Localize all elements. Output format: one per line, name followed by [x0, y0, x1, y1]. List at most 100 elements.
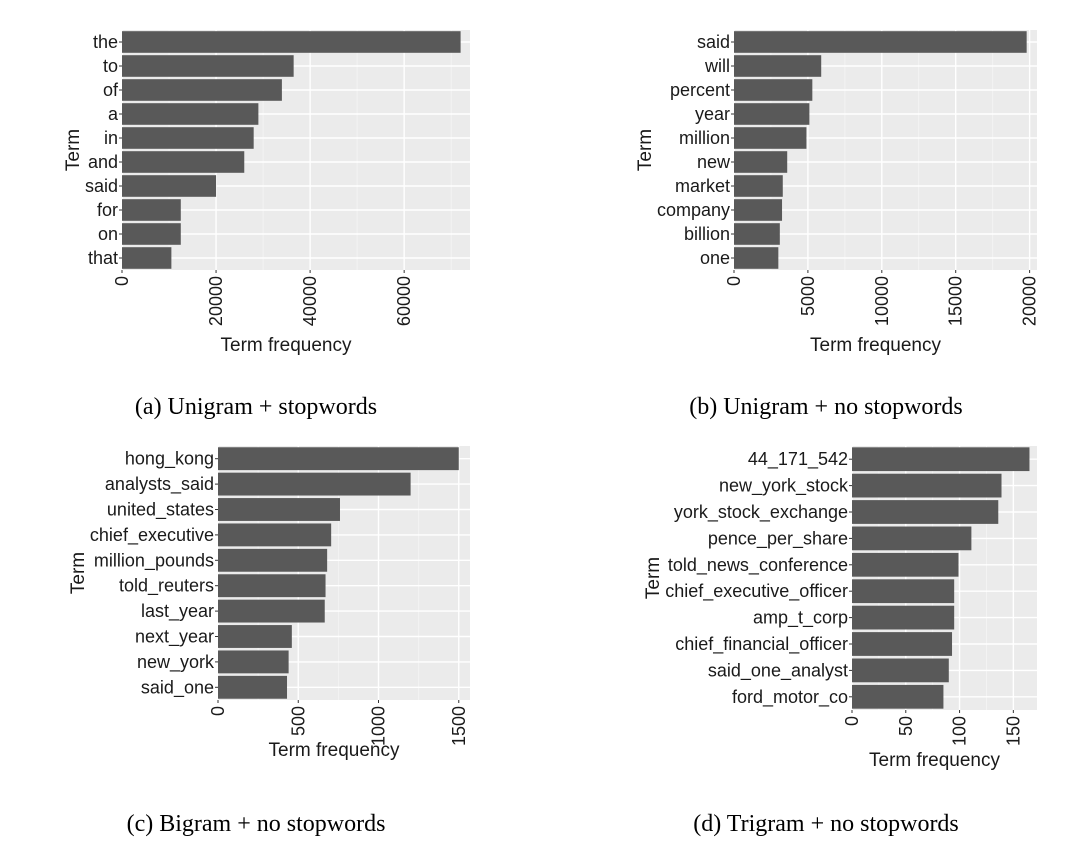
bar-chief-executive-officer: [852, 579, 955, 604]
bar-said: [122, 175, 217, 197]
x-tick-label: 50: [896, 716, 916, 736]
x-axis-title: Term frequency: [810, 335, 941, 356]
bar-said-one-analyst: [852, 658, 949, 683]
chart-panel-bigram-no-stopwords: hong_kong analysts_said united_states chief…: [0, 0, 541, 800]
bar-chart-trigram-no-stopwords: 44_171_542 new_york_stock york_stock_excha…: [643, 446, 1037, 771]
y-tick-label: chief_executive: [90, 525, 214, 546]
bar-said-one: [218, 675, 288, 699]
bar-in: [122, 127, 254, 149]
y-tick-label: year: [695, 104, 730, 124]
bar-said: [734, 31, 1027, 53]
y-tick-label: one: [700, 248, 730, 268]
y-tick-label: to: [103, 56, 118, 76]
bar-a: [122, 103, 259, 125]
bar-chart-unigram-no-stopwords: said will percent year million new market compa…: [635, 30, 1040, 356]
y-tick-label: amp_t_corp: [753, 608, 848, 629]
bar-on: [122, 223, 181, 245]
bar-million-pounds: [218, 548, 328, 572]
bar-united-states: [218, 498, 340, 521]
bar-the: [122, 31, 461, 53]
y-tick-label: new: [697, 152, 731, 172]
y-tick-label: told_reuters: [119, 576, 214, 597]
y-tick-label: pence_per_share: [708, 528, 848, 549]
x-tick-label: 20000: [206, 276, 226, 326]
bar-of: [122, 79, 282, 101]
y-tick-label: new_york: [137, 652, 215, 673]
y-axis-title: Term: [635, 129, 656, 171]
y-tick-label: billion: [684, 224, 730, 244]
bar-new-york-stock: [852, 473, 1002, 498]
bar-percent: [734, 79, 813, 101]
y-tick-label: market: [675, 176, 730, 196]
bar-new: [734, 151, 788, 173]
x-tick-label: 10000: [872, 276, 892, 326]
y-tick-label: for: [97, 200, 118, 220]
x-tick-label: 0: [842, 716, 862, 726]
x-tick-label: 20000: [1020, 276, 1040, 326]
y-tick-label: said_one: [141, 677, 214, 698]
caption-unigram-stopwords: (a) Unigram + stopwords: [134, 394, 378, 420]
bar-chief-financial-officer: [852, 632, 953, 656]
x-tick-label: 60000: [394, 276, 414, 326]
chart-panel-trigram-no-stopwords: 44_171_542 new_york_stock york_stock_excha…: [643, 446, 1037, 771]
caption-bigram-no-stopwords: (c) Bigram + no stopwords: [126, 811, 386, 837]
y-tick-label: chief_financial_officer: [675, 634, 848, 655]
x-tick-label: 0: [724, 276, 744, 286]
bar-will: [734, 55, 822, 77]
bar-to: [122, 55, 294, 77]
y-tick-label: that: [88, 248, 118, 268]
y-tick-label: million: [679, 128, 730, 148]
bar-new-york: [218, 650, 289, 674]
y-tick-label: said: [697, 32, 730, 52]
y-tick-label: said_one_analyst: [708, 660, 848, 681]
y-tick-label: united_states: [107, 500, 214, 521]
bar-last-year: [218, 599, 325, 623]
bar-year: [734, 103, 810, 125]
bar-million: [734, 127, 807, 149]
bar-told-news-conference: [852, 552, 959, 577]
bar-analysts-said: [218, 472, 411, 496]
y-axis-title: Term: [63, 129, 84, 171]
x-axis-title: Term frequency: [869, 750, 1000, 771]
y-tick-label: said: [85, 176, 118, 196]
x-axis-title: Term frequency: [269, 740, 400, 761]
x-tick-label: 15000: [946, 276, 966, 326]
caption-unigram-no-stopwords: (b) Unigram + no stopwords: [689, 394, 963, 420]
bar-chart-unigram-stopwords: the to of a in and said for on that 0 20000 40000 600…: [63, 30, 470, 356]
bar-and: [122, 151, 245, 173]
bar-ford-motor-co: [852, 684, 944, 709]
bar-company: [734, 199, 783, 221]
y-tick-label: a: [108, 104, 119, 124]
bar-market: [734, 175, 783, 197]
y-tick-label: million_pounds: [94, 550, 214, 571]
x-tick-label: 1000: [369, 706, 389, 746]
y-tick-label: told_news_conference: [668, 555, 848, 576]
bar-pence-per-share: [852, 526, 972, 551]
y-tick-label: will: [704, 56, 730, 76]
y-tick-label: york_stock_exchange: [674, 502, 848, 523]
y-tick-label: new_york_stock: [719, 476, 849, 497]
x-tick-label: 5000: [798, 276, 818, 316]
bar-told-reuters: [218, 574, 326, 598]
chart-panel-unigram-no-stopwords: said will percent year million new market compa…: [0, 0, 1082, 390]
bar-york-stock-exchange: [852, 500, 999, 524]
bar-one: [734, 247, 779, 269]
y-axis-title: Term: [68, 552, 89, 594]
y-tick-label: percent: [670, 80, 730, 100]
x-axis-title: Term frequency: [221, 335, 352, 356]
y-tick-label: analysts_said: [105, 474, 214, 495]
y-tick-label: of: [103, 80, 119, 100]
bar-hong-kong: [218, 447, 459, 471]
chart-panel-unigram-stopwords: the to of a in and said for on that 0 20000 40000 600…: [0, 0, 541, 390]
x-tick-label: 100: [950, 716, 970, 746]
y-tick-label: and: [88, 152, 118, 172]
y-tick-label: chief_executive_officer: [665, 581, 848, 602]
bar-amp-t-corp: [852, 605, 955, 630]
y-tick-label: last_year: [141, 601, 214, 622]
bar-for: [122, 199, 181, 221]
caption-trigram-no-stopwords: (d) Trigram + no stopwords: [693, 811, 959, 837]
bar-billion: [734, 223, 780, 245]
x-tick-label: 0: [208, 706, 228, 716]
y-tick-label: the: [93, 32, 118, 52]
x-tick-label: 150: [1003, 716, 1023, 746]
